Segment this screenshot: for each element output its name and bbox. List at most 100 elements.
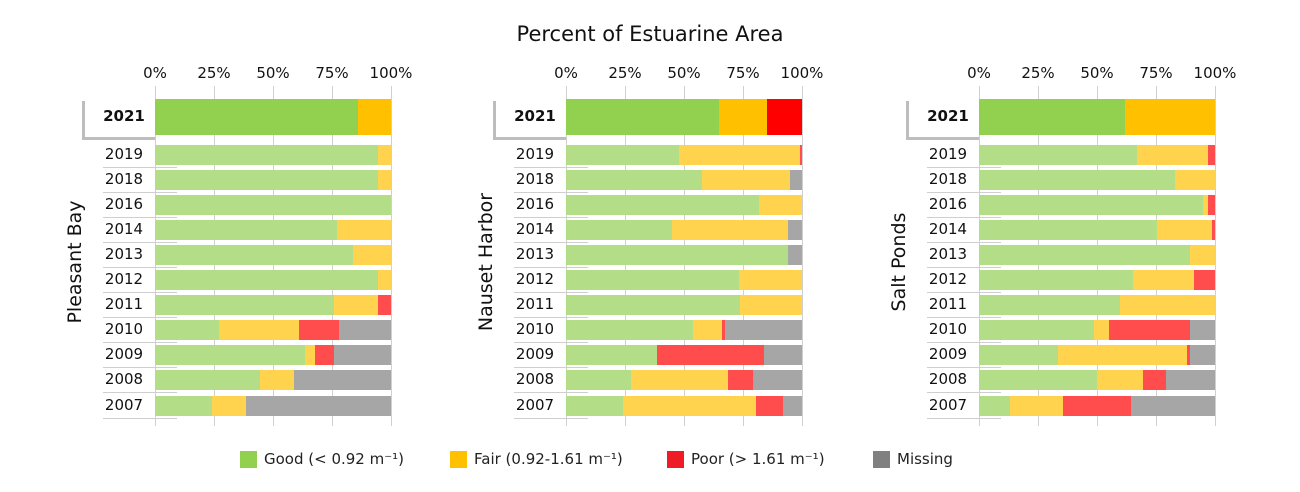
bar-segment-poor	[1193, 270, 1216, 291]
bar-segment-good	[979, 195, 1204, 216]
highlight-year-frame	[493, 101, 566, 140]
row-separator	[103, 167, 177, 168]
x-tick-label: 0%	[967, 64, 991, 82]
row-separator	[927, 242, 1001, 244]
bar-segment-good	[155, 220, 338, 241]
row-separator	[927, 367, 1001, 369]
row-separator	[927, 217, 1001, 219]
bar-segment-good	[155, 320, 220, 341]
bar-segment-good	[155, 245, 354, 266]
year-label: 2011	[928, 295, 968, 314]
row-separator	[927, 342, 1001, 344]
x-tick-label: 100%	[1193, 64, 1237, 82]
bar-segment-missing	[246, 395, 392, 416]
bar-segment-good	[155, 99, 359, 135]
bar-segment-missing	[1131, 395, 1216, 416]
bar-segment-good	[566, 170, 703, 191]
year-label: 2008	[515, 370, 555, 389]
bar-segment-poor	[1186, 345, 1191, 366]
bar-segment-fair	[259, 370, 295, 391]
legend-label: Missing	[897, 450, 953, 468]
highlight-year-frame	[82, 101, 155, 140]
bar-segment-fair	[631, 370, 729, 391]
bar-segment-good	[155, 395, 212, 416]
bar-segment-fair	[671, 220, 789, 241]
row-separator	[514, 392, 588, 394]
bar-segment-good	[566, 245, 789, 266]
year-label: 2012	[928, 270, 968, 289]
bar-segment-good	[566, 99, 720, 135]
bar-segment-good	[155, 370, 261, 391]
bar-segment-poor	[756, 395, 784, 416]
bar-segment-fair	[1156, 220, 1213, 241]
year-label: 2009	[515, 345, 555, 364]
year-label: 2011	[515, 295, 555, 314]
gridline	[1215, 86, 1216, 426]
bar-segment-fair	[357, 99, 392, 135]
row-separator	[514, 417, 588, 419]
bar-segment-fair	[377, 270, 392, 291]
bar-segment-good	[979, 320, 1095, 341]
row-separator	[103, 317, 177, 319]
year-label: 2021	[514, 107, 556, 125]
year-label: 2016	[104, 195, 144, 214]
bar-segment-poor	[766, 99, 803, 135]
bar-segment-good	[155, 195, 392, 216]
bar-segment-missing	[789, 170, 803, 191]
legend-swatch	[450, 450, 467, 468]
panel-label: Pleasant Bay	[64, 200, 86, 324]
bar-segment-good	[566, 270, 740, 291]
bar-segment-good	[566, 220, 673, 241]
chart-title: Percent of Estuarine Area	[516, 22, 784, 46]
bar-segment-good	[979, 99, 1125, 135]
bar-segment-fair	[1057, 345, 1187, 366]
legend-item-fair: Fair (0.92-1.61 m⁻¹)	[450, 450, 623, 468]
bar-segment-good	[566, 395, 624, 416]
bar-segment-good	[566, 370, 632, 391]
row-separator	[103, 367, 177, 369]
bar-segment-missing	[764, 345, 803, 366]
bar-segment-good	[155, 295, 334, 316]
bar-segment-poor	[315, 345, 335, 366]
legend-item-missing: Missing	[873, 450, 953, 468]
row-separator	[103, 192, 177, 194]
bar-segment-fair	[218, 320, 300, 341]
legend-label: Fair (0.92-1.61 m⁻¹)	[474, 450, 623, 468]
legend-item-good: Good (< 0.92 m⁻¹)	[240, 450, 404, 468]
bar-segment-good	[979, 145, 1137, 165]
bar-segment-fair	[623, 395, 757, 416]
bar-segment-good	[566, 145, 679, 165]
year-label: 2010	[515, 320, 555, 339]
bar-segment-fair	[304, 345, 316, 366]
bar-segment-missing	[788, 245, 803, 266]
bar-segment-fair	[1097, 370, 1144, 391]
row-separator	[514, 167, 588, 168]
bar-segment-poor	[657, 345, 765, 366]
bar-segment-good	[566, 295, 741, 316]
bar-segment-poor	[1207, 195, 1216, 216]
gridline	[391, 86, 392, 426]
year-label: 2010	[104, 320, 144, 339]
bar-segment-fair	[1124, 99, 1216, 135]
bar-segment-good	[979, 245, 1191, 266]
x-tick-label: 50%	[667, 64, 701, 82]
row-separator	[103, 267, 177, 269]
bar-segment-missing	[333, 345, 392, 366]
x-tick-label: 75%	[315, 64, 349, 82]
bar-segment-fair	[692, 320, 723, 341]
row-separator	[514, 317, 588, 319]
year-label: 2018	[515, 170, 555, 189]
year-label: 2009	[104, 345, 144, 364]
row-separator	[103, 342, 177, 344]
year-label: 2021	[927, 107, 969, 125]
bar-segment-missing	[788, 220, 803, 241]
row-separator	[103, 242, 177, 244]
bar-segment-poor	[298, 320, 340, 341]
year-label: 2012	[515, 270, 555, 289]
bar-segment-poor	[1109, 320, 1191, 341]
year-label: 2013	[928, 245, 968, 264]
bar-segment-fair	[1094, 320, 1110, 341]
year-label: 2012	[104, 270, 144, 289]
bar-segment-poor	[1063, 395, 1132, 416]
row-separator	[927, 267, 1001, 269]
